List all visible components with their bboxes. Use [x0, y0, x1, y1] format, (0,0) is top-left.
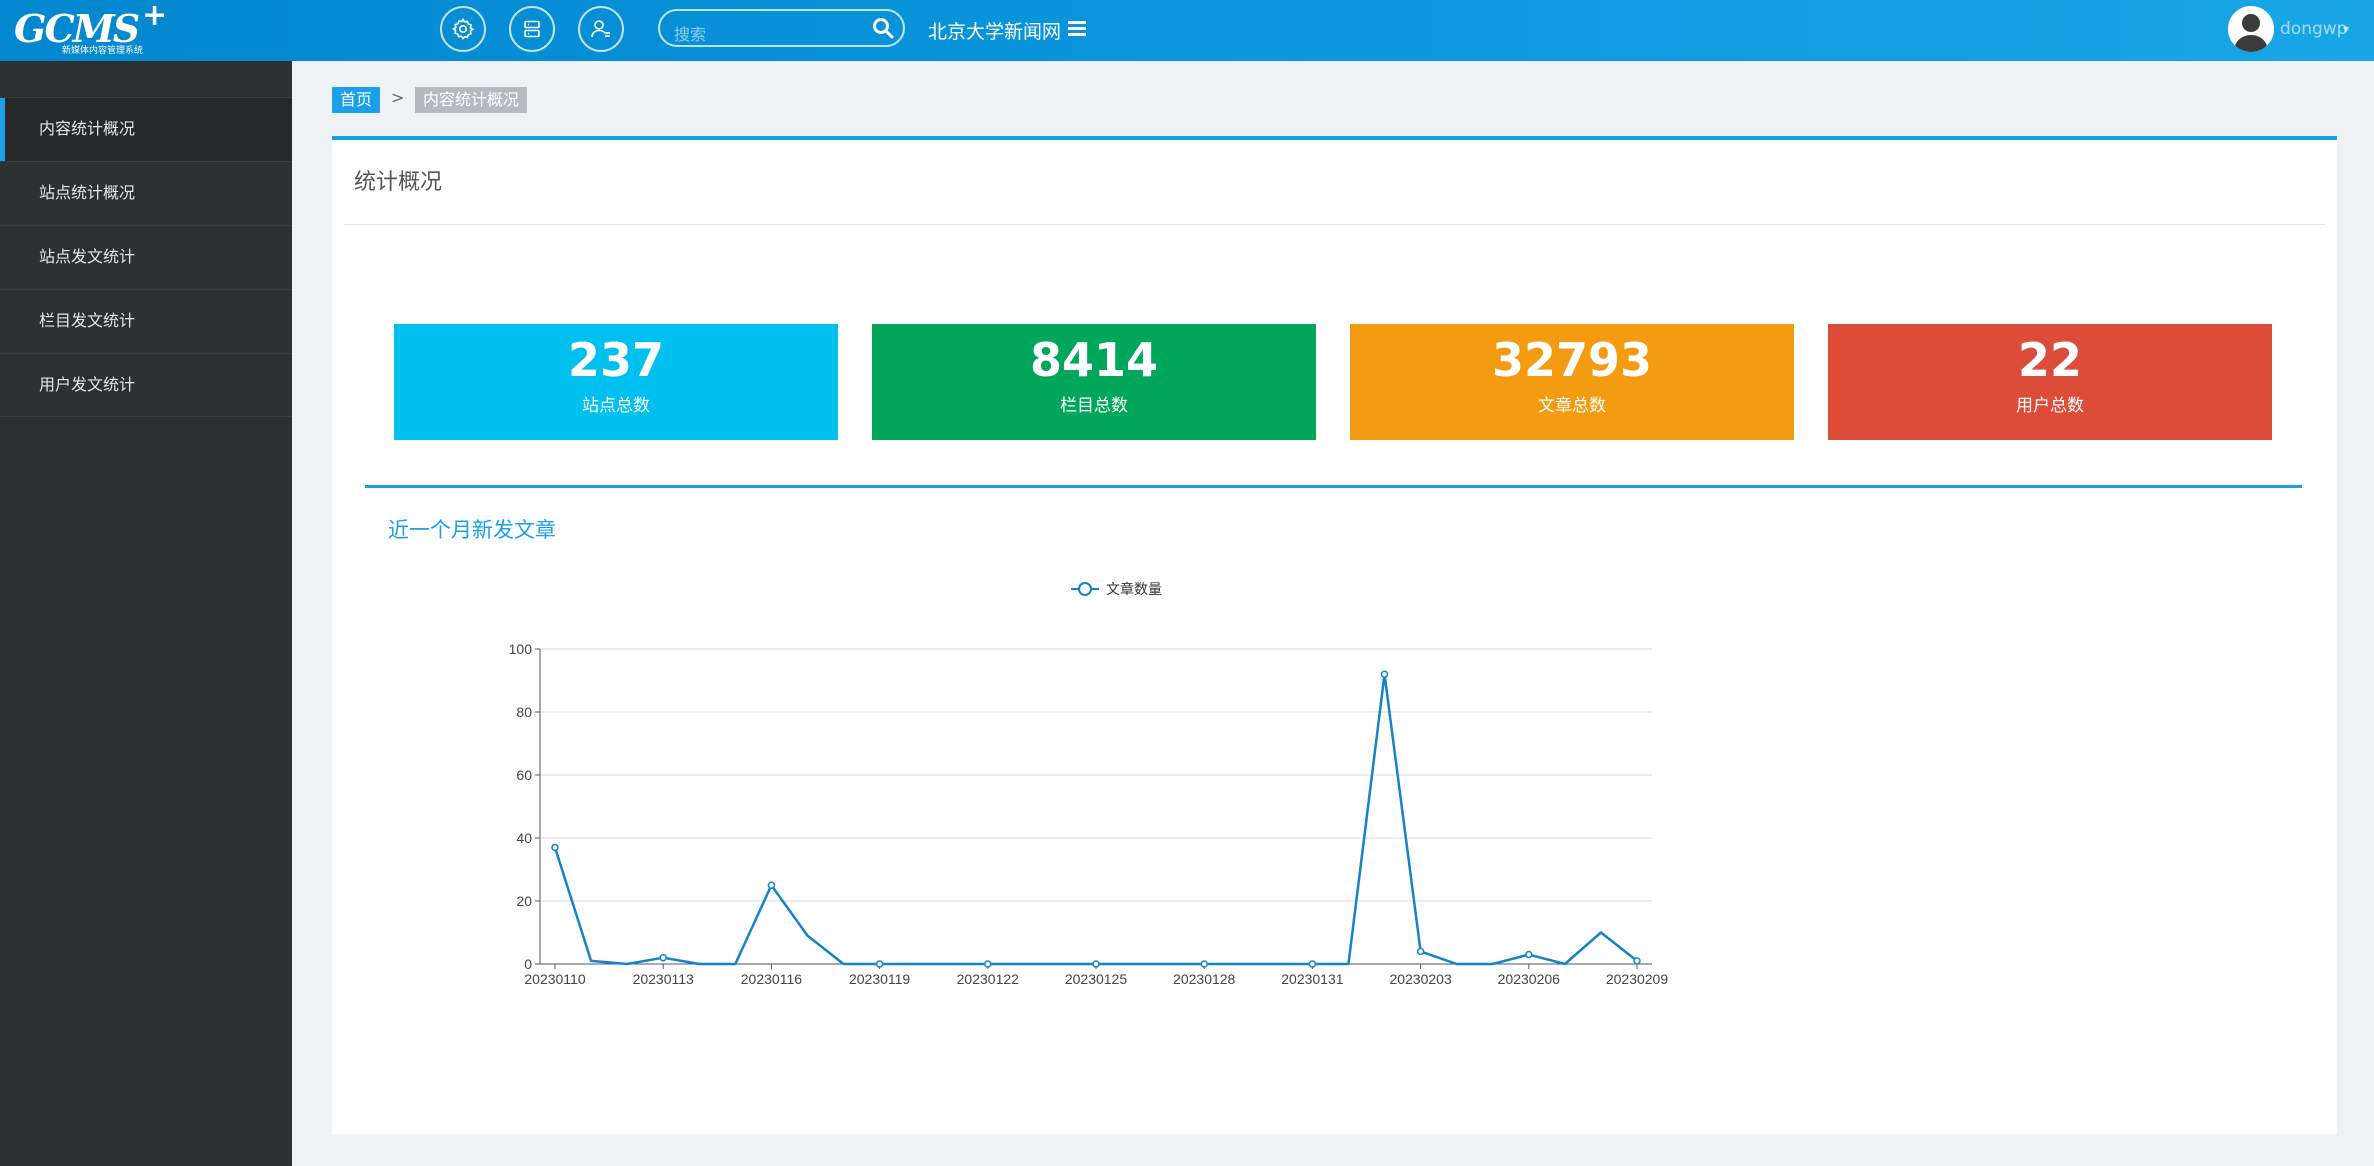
logo-plus: + [142, 0, 168, 33]
x-tick-label: 20230209 [1606, 971, 1669, 987]
page-title: 统计概况 [354, 170, 443, 195]
x-tick-label: 20230128 [1173, 971, 1236, 987]
data-point [1380, 670, 1389, 678]
sidebar: 内容统计概况 站点统计概况 站点发文统计 栏目发文统计 用户发文统计 [0, 61, 292, 1166]
divider [344, 224, 2325, 225]
server-button[interactable] [509, 6, 555, 52]
y-tick-label: 20 [516, 893, 532, 909]
sidebar-item-site-posts[interactable]: 站点发文统计 [0, 225, 292, 289]
stat-card-columns[interactable]: 8414 栏目总数 [872, 324, 1316, 440]
server-icon [524, 20, 540, 38]
sidebar-item-column-posts[interactable]: 栏目发文统计 [0, 289, 292, 353]
data-point [1308, 960, 1317, 968]
top-header: GCMS + 新媒体内容管理系统 搜索 北京大学新闻网 [0, 0, 2374, 61]
stat-value: 237 [567, 333, 665, 387]
data-point [1416, 947, 1425, 956]
y-tick-label: 0 [524, 956, 532, 972]
x-tick-label: 20230119 [849, 971, 910, 987]
x-tick-label: 20230203 [1389, 971, 1452, 987]
logo[interactable]: GCMS + 新媒体内容管理系统 [14, 0, 167, 56]
x-tick-label: 20230110 [524, 971, 585, 987]
data-point [1525, 950, 1533, 959]
data-point [551, 843, 559, 852]
x-tick-label: 20230116 [741, 971, 802, 987]
username[interactable]: dongwp [2280, 19, 2348, 39]
logo-text: GCMS [14, 6, 140, 51]
user-manage-button[interactable] [578, 6, 624, 52]
stat-card-sites[interactable]: 237 站点总数 [394, 324, 838, 440]
y-tick-label: 60 [516, 767, 532, 783]
breadcrumb-separator: > [391, 88, 405, 107]
chevron-down-icon[interactable]: ▾ [2343, 22, 2350, 36]
gear-icon [452, 18, 475, 40]
series-line [553, 672, 1638, 966]
y-tick-label: 80 [516, 704, 532, 720]
settings-button[interactable] [440, 6, 486, 52]
x-tick-label: 20230206 [1498, 971, 1561, 987]
sidebar-menu: 内容统计概况 站点统计概况 站点发文统计 栏目发文统计 用户发文统计 [0, 97, 292, 417]
stat-value: 8414 [1029, 333, 1159, 387]
data-point [767, 881, 776, 889]
legend-marker [1078, 582, 1092, 596]
breadcrumb-home[interactable]: 首页 [332, 87, 381, 113]
sidebar-item-user-posts[interactable]: 用户发文统计 [0, 353, 292, 417]
data-point [875, 960, 884, 968]
user-manage-icon [591, 20, 610, 38]
stat-label: 栏目总数 [1060, 396, 1128, 416]
search-box[interactable]: 搜索 [658, 9, 905, 47]
x-tick-label: 20230122 [957, 971, 1020, 987]
search-input[interactable]: 搜索 [674, 25, 707, 44]
chart-section: 近一个月新发文章 0 20 40 60 80 100 20230110 20230113 202… [365, 485, 2302, 1085]
search-icon[interactable] [871, 16, 895, 40]
stat-value: 32793 [1491, 333, 1653, 387]
stat-label: 用户总数 [2016, 396, 2084, 416]
sidebar-item-content-stats[interactable]: 内容统计概况 [0, 97, 292, 161]
avatar-icon[interactable] [2228, 6, 2274, 52]
sidebar-item-site-stats[interactable]: 站点统计概况 [0, 161, 292, 225]
stat-label: 文章总数 [1538, 396, 1606, 416]
data-point [984, 960, 992, 968]
x-tick-label: 20230125 [1065, 971, 1128, 987]
stat-label: 站点总数 [582, 396, 650, 416]
menu-icon[interactable] [1068, 21, 1086, 37]
data-point [1633, 957, 1641, 965]
y-tick-label: 40 [516, 830, 532, 846]
stat-card-articles[interactable]: 32793 文章总数 [1350, 324, 1794, 440]
site-title[interactable]: 北京大学新闻网 [928, 21, 1062, 43]
line-chart: 0 20 40 60 80 100 20230110 20230113 20230116 2023… [509, 581, 1669, 987]
logo-subtitle: 新媒体内容管理系统 [62, 46, 144, 56]
breadcrumb-current: 内容统计概况 [415, 87, 528, 113]
stat-value: 22 [2017, 333, 2082, 387]
data-point [1092, 960, 1100, 968]
chart-section-title: 近一个月新发文章 [388, 518, 556, 542]
stats-panel: 统计概况 237 站点总数 8414 栏目总数 32793 文章总数 22 用户… [332, 136, 2337, 1134]
data-point [659, 953, 667, 962]
stat-card-users[interactable]: 22 用户总数 [1828, 324, 2272, 440]
legend-label: 文章数量 [1106, 581, 1162, 598]
x-tick-label: 20230113 [633, 971, 694, 987]
x-tick-label: 20230131 [1281, 971, 1344, 987]
y-tick-label: 100 [509, 641, 533, 657]
data-point [1200, 960, 1208, 968]
